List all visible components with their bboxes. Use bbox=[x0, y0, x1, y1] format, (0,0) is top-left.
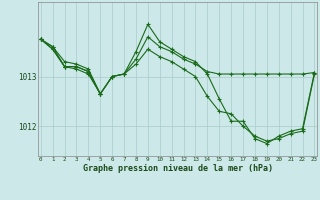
X-axis label: Graphe pression niveau de la mer (hPa): Graphe pression niveau de la mer (hPa) bbox=[83, 164, 273, 173]
